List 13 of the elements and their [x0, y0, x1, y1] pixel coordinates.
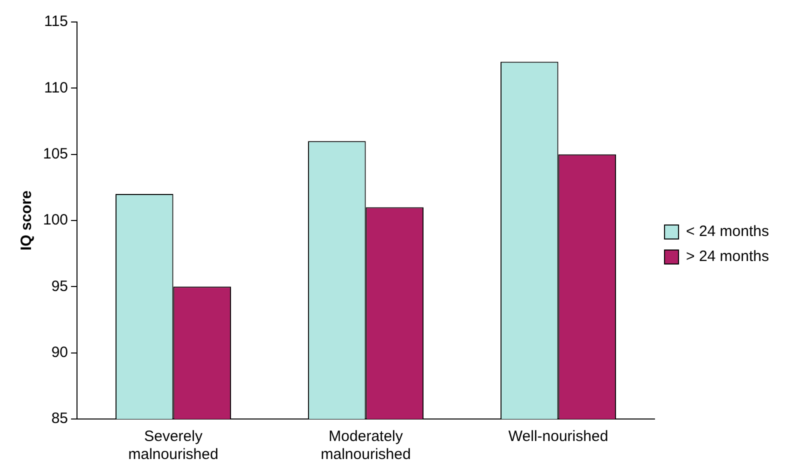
y-tick-label: 90	[51, 344, 68, 361]
y-tick-label: 100	[42, 212, 68, 229]
x-tick-label: Severely malnourished	[128, 428, 218, 464]
y-tick-label: 95	[51, 278, 68, 295]
y-axis-title: IQ score	[18, 190, 36, 251]
legend-label: > 24 months	[686, 248, 769, 266]
y-tick-label: 105	[42, 145, 68, 162]
y-tick-label: 110	[44, 79, 68, 96]
y-tick-label: 85	[51, 410, 68, 428]
y-tick-label: 115	[44, 13, 68, 30]
x-tick-label: Moderately malnourished	[320, 428, 411, 464]
legend-label: < 24 months	[686, 223, 769, 240]
x-tick-label: Well-nourished	[508, 428, 608, 446]
